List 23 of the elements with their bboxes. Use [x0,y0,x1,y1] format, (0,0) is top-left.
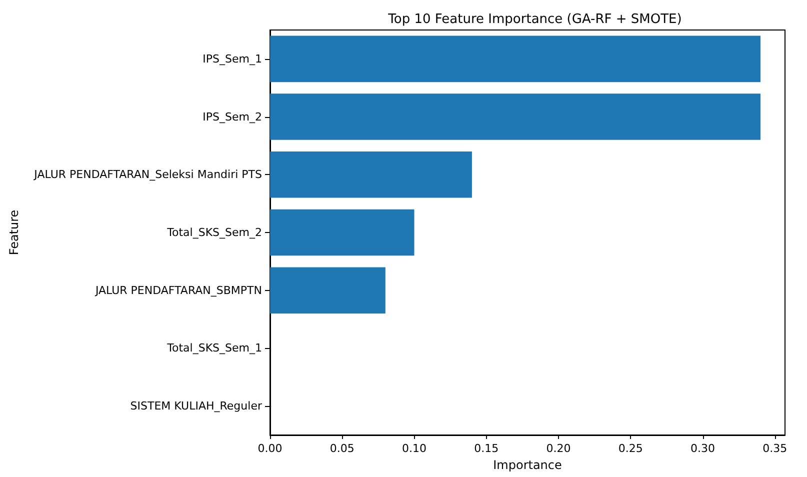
x-tick-label: 0.20 [546,442,571,455]
bar [270,94,760,140]
y-tick-label: IPS_Sem_2 [202,110,262,124]
x-tick-label: 0.00 [258,442,282,455]
y-tick-label: SISTEM KULIAH_Reguler [130,400,262,413]
bar [270,209,414,256]
y-tick-label: Total_SKS_Sem_1 [166,342,262,355]
y-tick-label: JALUR PENDAFTARAN_Seleksi Mandiri PTS [33,168,262,182]
bar [270,152,472,198]
x-tick-label: 0.10 [402,442,427,455]
x-axis-title: Importance [493,458,562,472]
x-tick-label: 0.25 [618,442,643,455]
y-tick-label: Total_SKS_Sem_2 [166,226,262,239]
y-tick-label: JALUR PENDAFTARAN_SBMPTN [94,284,262,297]
x-tick-label: 0.35 [762,442,788,455]
chart-title: Top 10 Feature Importance (GA-RF + SMOTE) [387,12,682,27]
x-tick-label: 0.30 [690,442,716,455]
bar [270,267,386,314]
y-tick-label: IPS_Sem_1 [202,52,262,66]
y-axis-title: Feature [7,210,21,256]
bar [270,36,760,82]
x-tick-label: 0.05 [330,442,354,455]
x-tick-label: 0.15 [474,442,499,455]
